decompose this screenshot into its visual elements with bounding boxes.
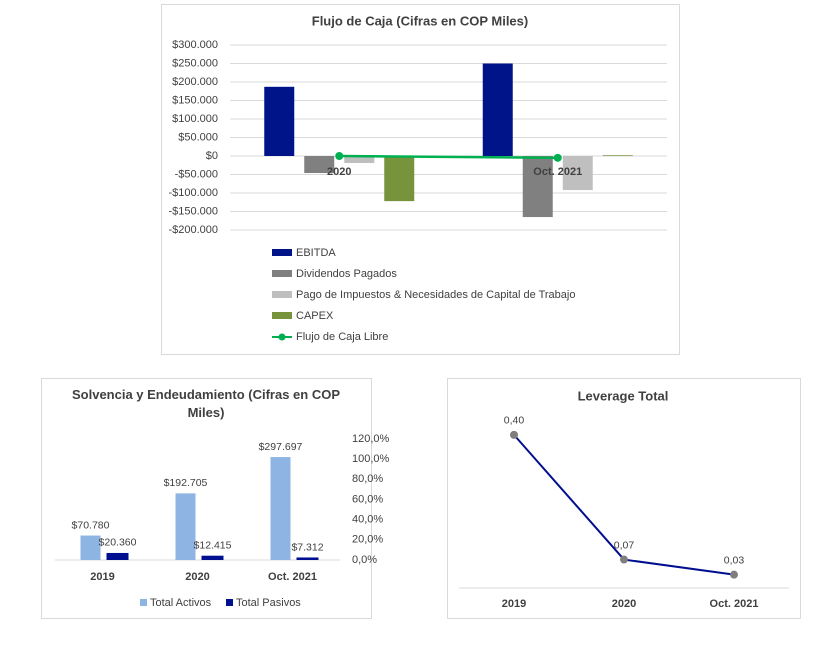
chart-title: Leverage Total <box>578 388 669 403</box>
y-tick-label: $300.000 <box>172 39 218 51</box>
data-label: 0,07 <box>614 539 635 551</box>
y-tick-label: $50.000 <box>178 131 218 143</box>
legend-label: Pago de Impuestos & Necesidades de Capit… <box>296 289 575 301</box>
y-tick-label: $250.000 <box>172 57 218 69</box>
y-tick-label: $200.000 <box>172 76 218 88</box>
y2-tick-label: 20,0% <box>352 534 383 546</box>
legend-label: EBITDA <box>296 247 336 259</box>
bar <box>384 156 415 202</box>
frame <box>41 378 372 619</box>
bar <box>304 156 335 174</box>
x-tick-label: 2019 <box>90 571 114 583</box>
y-tick-label: -$150.000 <box>168 205 218 217</box>
bar <box>602 155 633 156</box>
legend-label: CAPEX <box>296 310 334 322</box>
y2-tick-label: 80,0% <box>352 473 383 485</box>
legend-swatch <box>272 291 292 298</box>
y2-tick-label: 60,0% <box>352 493 383 505</box>
y2-tick-label: 100,0% <box>352 453 390 465</box>
y-tick-label: -$100.000 <box>168 187 218 199</box>
x-tick-label: 2020 <box>612 598 636 610</box>
bar <box>562 156 593 191</box>
y-tick-label: -$200.000 <box>168 224 218 236</box>
y-tick-label: $150.000 <box>172 94 218 106</box>
legend-swatch <box>140 599 147 606</box>
bar <box>201 555 224 560</box>
data-label: $70.780 <box>72 519 110 531</box>
x-tick-label: Oct. 2021 <box>268 571 317 583</box>
data-label: $297.697 <box>259 441 303 453</box>
chart-title-box: Solvencia y Endeudamiento (Cifras en COP… <box>71 387 340 420</box>
line <box>339 154 558 160</box>
marker <box>730 570 738 579</box>
x-tick-label: 2020 <box>185 571 209 583</box>
frame <box>161 4 680 355</box>
data-label: $192.705 <box>164 477 208 489</box>
data-label: $20.360 <box>99 537 137 549</box>
data-label: $7.312 <box>291 541 323 553</box>
x-tick-label: Oct. 2021 <box>710 598 759 610</box>
legend-label: Dividendos Pagados <box>296 268 397 280</box>
bar <box>106 552 129 560</box>
marker <box>553 153 562 162</box>
data-label: 0,40 <box>504 415 525 427</box>
y-tick-label: -$50.000 <box>175 168 218 180</box>
marker <box>620 555 628 564</box>
bar <box>296 557 319 560</box>
legend-swatch <box>272 312 292 319</box>
bar <box>522 156 553 218</box>
legend-label: Flujo de Caja Libre <box>296 331 388 343</box>
x-tick-label: 2019 <box>502 598 526 610</box>
data-label: $12.415 <box>194 539 232 551</box>
legend-marker <box>278 333 286 341</box>
x-tick-label: Oct. 2021 <box>533 166 582 178</box>
y-tick-label: $0 <box>206 150 218 162</box>
legend-swatch <box>272 270 292 277</box>
bar <box>80 535 101 560</box>
y-tick-label: $100.000 <box>172 113 218 125</box>
bar <box>344 156 375 164</box>
marker <box>510 430 518 439</box>
x-tick-label: 2020 <box>327 166 351 178</box>
legend-swatch <box>272 249 292 256</box>
legend-label: Total Activos <box>150 597 212 609</box>
legend-label: Total Pasivos <box>236 597 301 609</box>
y2-tick-label: 120,0% <box>352 433 390 445</box>
legend-swatch <box>226 599 233 606</box>
marker <box>335 152 344 160</box>
y2-tick-label: 0,0% <box>352 554 377 566</box>
bar <box>175 493 196 560</box>
data-label: 0,03 <box>724 554 745 566</box>
bar <box>270 457 291 560</box>
y2-tick-label: 40,0% <box>352 514 383 526</box>
chart-title: Solvencia y Endeudamiento (Cifras en COP… <box>71 387 340 420</box>
chart-title: Flujo de Caja (Cifras en COP Miles) <box>312 13 528 28</box>
frame <box>447 378 801 619</box>
bar <box>482 63 513 156</box>
bar <box>264 86 295 156</box>
